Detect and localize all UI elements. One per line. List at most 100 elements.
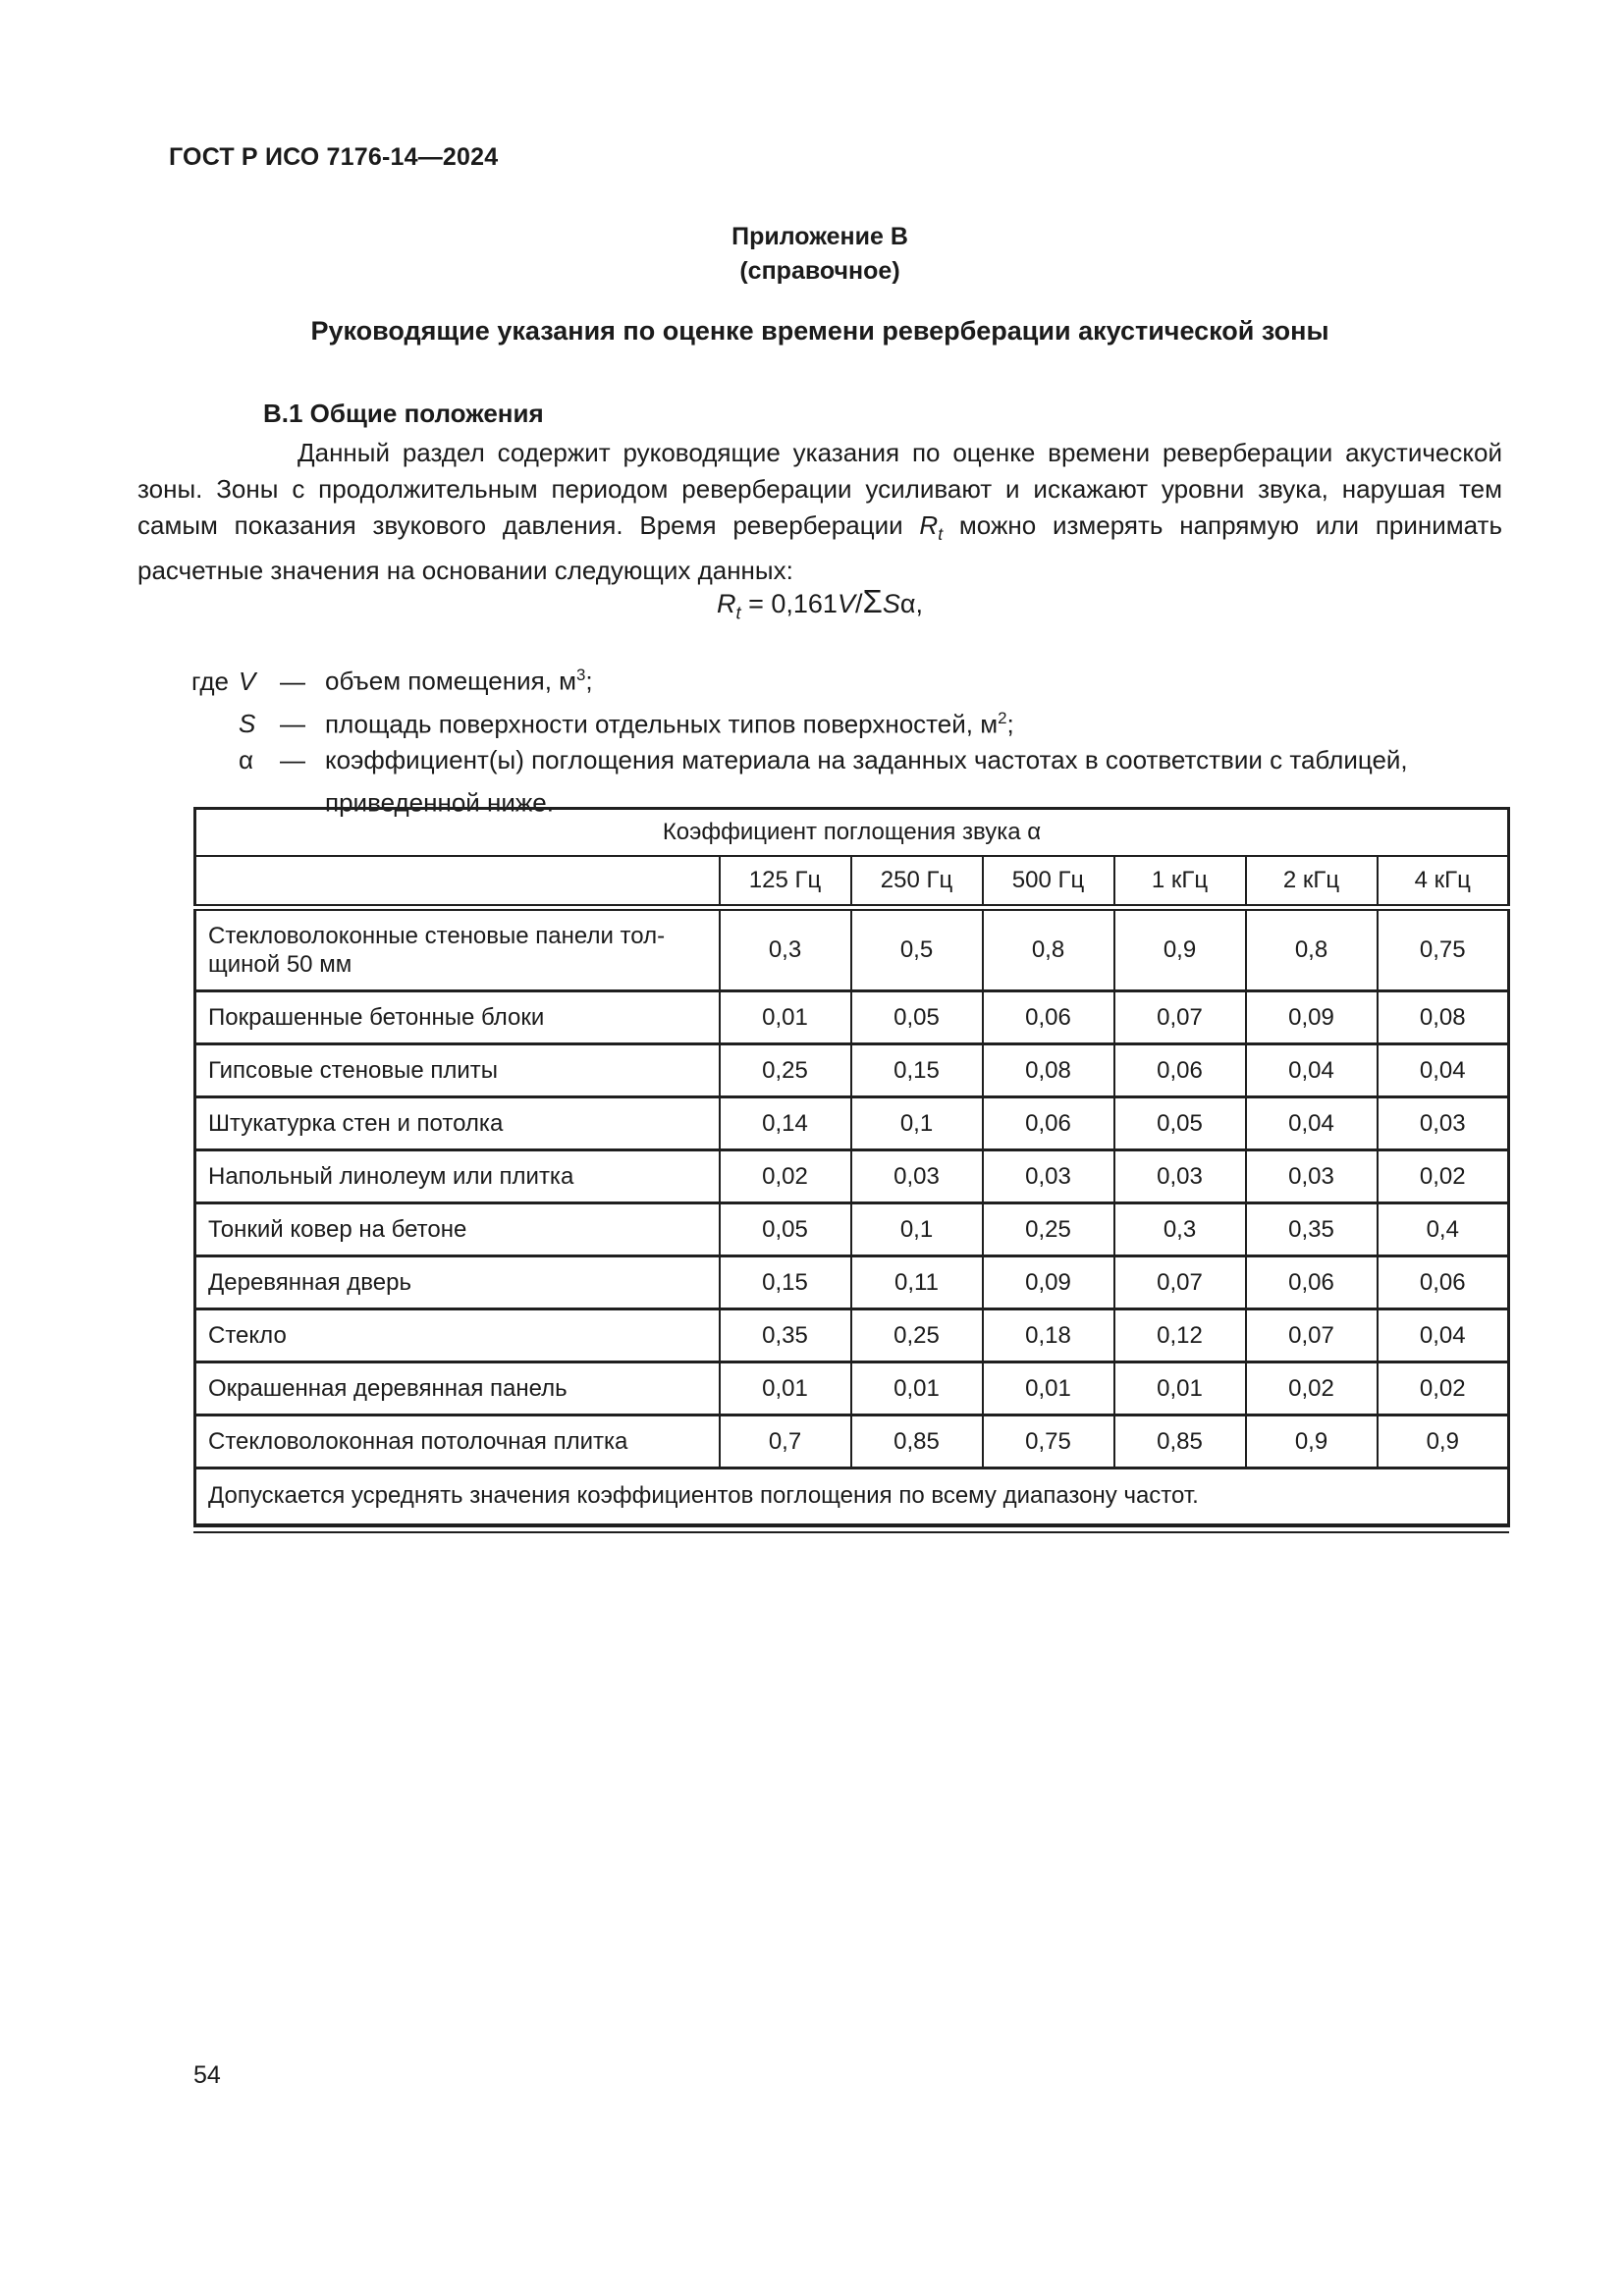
definition-row: α — коэффициент(ы) поглощения материала … xyxy=(137,742,1545,822)
definition-desc: коэффициент(ы) поглощения материала на з… xyxy=(325,745,1408,818)
definition-desc: площадь поверхности отдельных типов пове… xyxy=(325,708,1014,739)
value-cell: 0,85 xyxy=(1112,1415,1246,1469)
where-list: где V — объем помещения, м3; S — площадь… xyxy=(137,657,1545,822)
freq-header-cell: 2 кГц xyxy=(1244,856,1378,911)
value-cell: 0,9 xyxy=(1244,1415,1378,1469)
formula-slash: / xyxy=(854,589,863,618)
value-cell: 0,25 xyxy=(849,1308,983,1363)
paragraph-text-before: Данный раздел содержит руководящие указа… xyxy=(137,438,1502,540)
value-cell: 0,14 xyxy=(718,1096,851,1151)
formula-surface-var: S xyxy=(882,589,900,618)
table-row: Стекловолоконные стеновые панели тол-щин… xyxy=(194,907,1509,992)
paragraph-text-after: можно измерять напрямую или принимать ра… xyxy=(137,510,1502,586)
formula: Rt = 0,161V/ΣSα, xyxy=(137,585,1502,623)
table-row: Стекло 0,35 0,25 0,18 0,12 0,07 0,04 xyxy=(194,1308,1509,1363)
table-row: Деревянная дверь 0,15 0,11 0,09 0,07 0,0… xyxy=(194,1255,1509,1310)
value-cell: 0,06 xyxy=(981,1096,1114,1151)
material-cell: Деревянная дверь xyxy=(194,1255,720,1310)
value-cell: 0,07 xyxy=(1244,1308,1378,1363)
unit-superscript: 3 xyxy=(576,666,586,684)
value-cell: 0,18 xyxy=(981,1308,1114,1363)
definition-row: где V — объем помещения, м3; xyxy=(137,657,1545,700)
value-cell: 0,02 xyxy=(718,1149,851,1204)
table-header-row: 125 Гц 250 Гц 500 Гц 1 кГц 2 кГц 4 кГц xyxy=(194,856,1509,911)
where-lead: где xyxy=(191,666,229,696)
value-cell: 0,06 xyxy=(1112,1043,1246,1098)
value-cell: 0,03 xyxy=(1244,1149,1378,1204)
value-cell: 0,12 xyxy=(1112,1308,1246,1363)
value-cell: 0,05 xyxy=(718,1202,851,1257)
body-paragraph: Данный раздел содержит руководящие указа… xyxy=(137,435,1502,589)
value-cell: 0,03 xyxy=(1112,1149,1246,1204)
value-cell: 0,25 xyxy=(981,1202,1114,1257)
value-cell: 0,03 xyxy=(1376,1096,1509,1151)
material-cell: Покрашенные бетонные блоки xyxy=(194,990,720,1045)
material-cell: Штукатурка стен и потолка xyxy=(194,1096,720,1151)
value-cell: 0,05 xyxy=(849,990,983,1045)
material-cell: Напольный линолеум или плитка xyxy=(194,1149,720,1204)
formula-alpha: α, xyxy=(899,589,923,618)
table-title: Коэффициент поглощения звука α xyxy=(194,808,1509,857)
unit-superscript: 2 xyxy=(998,708,1007,727)
material-cell: Окрашенная деревянная панель xyxy=(194,1362,720,1416)
material-cell: Тонкий ковер на бетоне xyxy=(194,1202,720,1257)
value-cell: 0,85 xyxy=(849,1415,983,1469)
value-cell: 0,01 xyxy=(981,1362,1114,1416)
definition-term: α xyxy=(239,745,254,775)
table-row: Тонкий ковер на бетоне 0,05 0,1 0,25 0,3… xyxy=(194,1202,1509,1257)
value-cell: 0,35 xyxy=(1244,1202,1378,1257)
value-cell: 0,07 xyxy=(1112,990,1246,1045)
material-cell: Стекловолоконные стеновые панели тол-щин… xyxy=(194,907,720,992)
section-heading: В.1 Общие положения xyxy=(263,399,544,428)
table-row: Напольный линолеум или плитка 0,02 0,03 … xyxy=(194,1149,1509,1204)
value-cell: 0,04 xyxy=(1376,1043,1509,1098)
value-cell: 0,9 xyxy=(1376,1415,1509,1469)
value-cell: 0,11 xyxy=(849,1255,983,1310)
value-cell: 0,08 xyxy=(981,1043,1114,1098)
value-cell: 0,02 xyxy=(1244,1362,1378,1416)
value-cell: 0,07 xyxy=(1112,1255,1246,1310)
value-cell: 0,01 xyxy=(849,1362,983,1416)
freq-header-cell: 500 Гц xyxy=(981,856,1114,911)
freq-header-cell: 250 Гц xyxy=(849,856,983,911)
formula-lhs-subscript: t xyxy=(735,602,741,623)
appendix-note: (справочное) xyxy=(739,257,900,285)
value-cell: 0,35 xyxy=(718,1308,851,1363)
definition-dash: — xyxy=(280,709,305,739)
table-row: Штукатурка стен и потолка 0,14 0,1 0,06 … xyxy=(194,1096,1509,1151)
value-cell: 0,04 xyxy=(1376,1308,1509,1363)
value-cell: 0,01 xyxy=(1112,1362,1246,1416)
value-cell: 0,09 xyxy=(981,1255,1114,1310)
table-row: Стекловолоконная потолочная плитка 0,7 0… xyxy=(194,1415,1509,1469)
value-cell: 0,15 xyxy=(849,1043,983,1098)
material-header-cell xyxy=(194,856,720,911)
inline-formula-var: R xyxy=(919,510,939,540)
value-cell: 0,9 xyxy=(1112,907,1246,992)
table-row: Покрашенные бетонные блоки 0,01 0,05 0,0… xyxy=(194,990,1509,1045)
table-note-row: Допускается усреднять значения коэффицие… xyxy=(195,1468,1509,1526)
freq-header-cell: 4 кГц xyxy=(1376,856,1509,911)
value-cell: 0,03 xyxy=(849,1149,983,1204)
definition-desc: объем помещения, м3; xyxy=(325,666,593,696)
value-cell: 0,15 xyxy=(718,1255,851,1310)
value-cell: 0,8 xyxy=(1244,907,1378,992)
definition-term: V xyxy=(239,666,256,696)
value-cell: 0,03 xyxy=(981,1149,1114,1204)
freq-header-cell: 125 Гц xyxy=(718,856,851,911)
material-cell: Стекловолоконная потолочная плитка xyxy=(194,1415,720,1469)
material-cell: Стекло xyxy=(194,1308,720,1363)
value-cell: 0,02 xyxy=(1376,1149,1509,1204)
value-cell: 0,8 xyxy=(981,907,1114,992)
material-cell: Гипсовые стеновые плиты xyxy=(194,1043,720,1098)
table-row: Окрашенная деревянная панель 0,01 0,01 0… xyxy=(194,1362,1509,1416)
value-cell: 0,08 xyxy=(1376,990,1509,1045)
value-cell: 0,04 xyxy=(1244,1096,1378,1151)
value-cell: 0,01 xyxy=(718,1362,851,1416)
value-cell: 0,01 xyxy=(718,990,851,1045)
table-note: Допускается усреднять значения коэффицие… xyxy=(208,1482,1199,1509)
running-header: ГОСТ Р ИСО 7176-14—2024 xyxy=(169,143,499,171)
value-cell: 0,06 xyxy=(1376,1255,1509,1310)
value-cell: 0,06 xyxy=(981,990,1114,1045)
value-cell: 0,02 xyxy=(1376,1362,1509,1416)
